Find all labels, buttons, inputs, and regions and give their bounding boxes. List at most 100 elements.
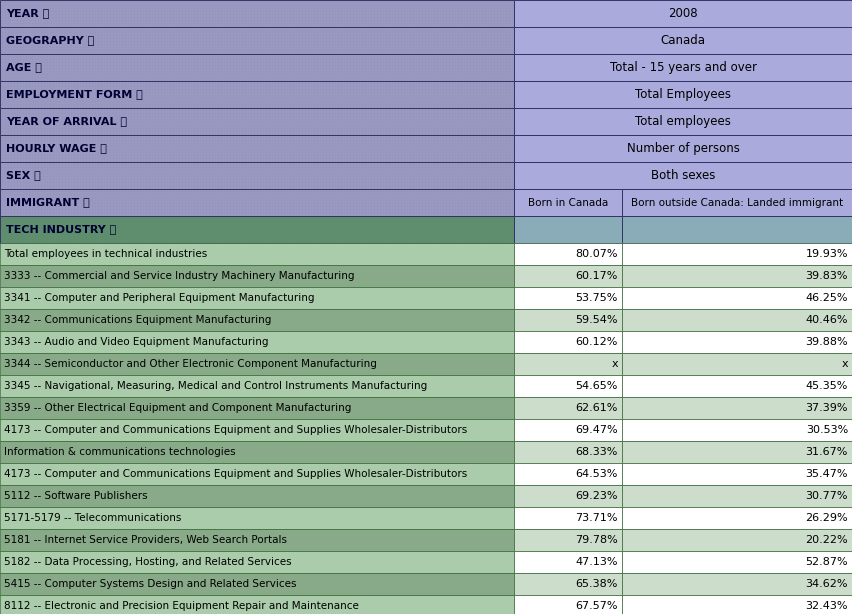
Point — [204, 99, 218, 109]
Point — [472, 134, 486, 144]
Point — [340, 171, 354, 181]
Point — [435, 9, 449, 18]
Point — [291, 171, 305, 181]
Point — [303, 60, 317, 69]
Point — [0, 104, 11, 114]
Point — [303, 126, 317, 136]
Point — [196, 225, 210, 235]
Point — [343, 18, 356, 28]
Text: 3345 -- Navigational, Measuring, Medical and Control Instruments Manufacturing: 3345 -- Navigational, Measuring, Medical… — [4, 381, 427, 391]
Point — [445, 117, 458, 126]
Point — [27, 96, 41, 106]
Point — [376, 182, 389, 192]
Point — [297, 222, 311, 231]
Point — [112, 90, 125, 99]
Point — [463, 36, 476, 45]
Point — [268, 182, 281, 192]
Point — [25, 185, 38, 195]
Point — [262, 56, 275, 66]
Point — [406, 192, 419, 201]
Point — [273, 117, 287, 126]
Point — [415, 117, 429, 126]
Point — [486, 182, 500, 192]
Point — [100, 155, 113, 165]
Point — [37, 206, 50, 216]
Point — [429, 188, 443, 198]
Point — [447, 90, 461, 99]
Point — [163, 101, 176, 111]
Point — [1, 45, 14, 55]
Point — [214, 168, 227, 177]
Point — [184, 209, 198, 219]
Point — [3, 204, 17, 214]
Point — [394, 48, 407, 58]
Point — [27, 33, 41, 42]
Point — [43, 204, 56, 214]
Point — [382, 209, 395, 219]
Point — [90, 21, 104, 31]
Point — [78, 50, 92, 60]
Point — [283, 134, 296, 144]
Point — [165, 198, 179, 208]
Point — [451, 42, 464, 52]
Point — [502, 128, 515, 138]
Point — [21, 99, 35, 109]
Point — [433, 150, 446, 160]
Point — [472, 48, 486, 58]
Point — [340, 93, 354, 103]
Point — [139, 114, 153, 123]
Point — [309, 209, 323, 219]
Point — [153, 0, 167, 6]
Point — [289, 114, 302, 123]
Point — [196, 101, 210, 111]
Point — [325, 201, 338, 211]
Point — [328, 188, 342, 198]
Point — [196, 90, 210, 99]
Point — [277, 177, 291, 187]
Point — [400, 45, 413, 55]
Point — [127, 26, 141, 36]
Point — [133, 42, 147, 52]
Point — [153, 182, 167, 192]
Point — [100, 171, 113, 181]
Point — [216, 131, 230, 141]
Point — [400, 209, 413, 219]
Point — [322, 117, 336, 126]
Point — [70, 225, 83, 235]
Point — [262, 231, 275, 241]
Point — [441, 50, 455, 60]
Point — [360, 72, 374, 82]
Point — [163, 80, 176, 90]
Point — [447, 72, 461, 82]
Point — [301, 120, 314, 130]
Point — [490, 29, 504, 39]
Point — [84, 90, 98, 99]
Point — [226, 185, 239, 195]
Point — [331, 131, 344, 141]
Point — [135, 195, 149, 204]
Point — [453, 155, 467, 165]
Point — [238, 50, 251, 60]
Point — [78, 201, 92, 211]
Point — [484, 161, 498, 171]
Point — [247, 21, 261, 31]
Point — [435, 74, 449, 84]
Point — [43, 206, 56, 216]
Point — [409, 158, 423, 168]
Point — [84, 231, 98, 241]
Point — [337, 53, 350, 63]
Point — [273, 101, 287, 111]
Point — [409, 69, 423, 79]
Point — [295, 225, 308, 235]
Point — [366, 6, 380, 15]
Point — [78, 93, 92, 103]
Point — [301, 123, 314, 133]
Point — [337, 12, 350, 21]
Point — [157, 222, 170, 231]
Point — [253, 36, 267, 45]
Point — [352, 23, 366, 33]
Point — [492, 26, 506, 36]
Point — [202, 0, 216, 9]
Point — [244, 236, 257, 246]
Point — [295, 204, 308, 214]
